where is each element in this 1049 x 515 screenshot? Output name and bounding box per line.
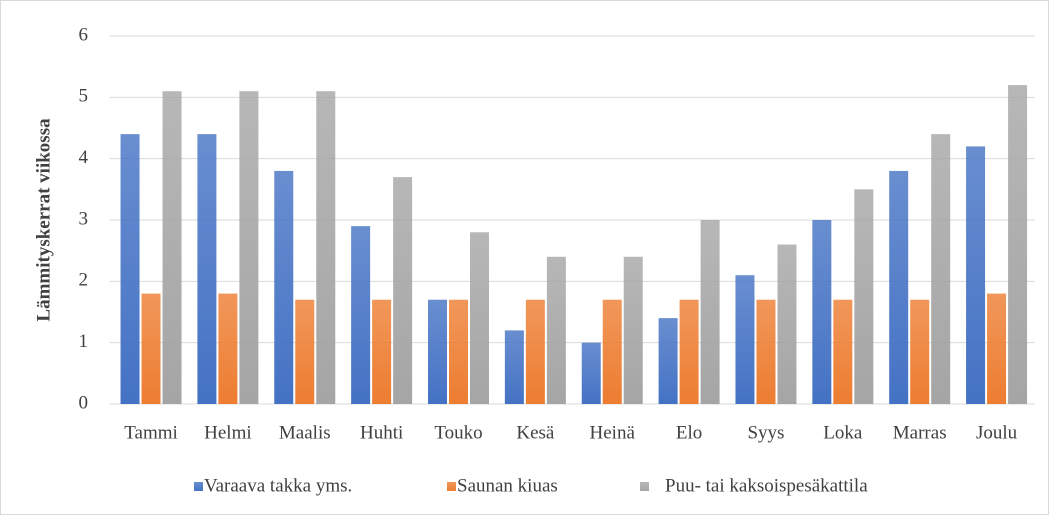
- bar: [1008, 85, 1028, 405]
- bar: [833, 299, 853, 404]
- bar: [581, 342, 601, 404]
- y-tick-label: 3: [79, 208, 89, 229]
- bar: [393, 177, 413, 404]
- bar: [546, 256, 566, 404]
- bar: [987, 293, 1007, 404]
- x-tick-label: Syys: [747, 422, 784, 443]
- bar: [812, 220, 832, 404]
- legend-label: Saunan kiuas: [457, 475, 558, 496]
- bar: [274, 170, 294, 404]
- x-tick-label: Kesä: [516, 422, 555, 443]
- bar: [735, 275, 755, 404]
- bar: [854, 189, 874, 404]
- bar: [141, 293, 161, 404]
- legend-label: Varaava takka yms.: [204, 475, 352, 496]
- bar: [428, 299, 447, 404]
- y-tick-label: 1: [79, 331, 89, 352]
- legend-marker: [640, 482, 649, 491]
- y-tick-label: 4: [79, 147, 89, 168]
- x-tick-label: Touko: [434, 422, 482, 443]
- legend-marker: [447, 482, 456, 491]
- x-tick-label: Tammi: [124, 422, 178, 443]
- x-tick-label: Helmi: [204, 422, 252, 443]
- x-tick-label: Elo: [676, 422, 702, 443]
- bar: [162, 91, 182, 404]
- bar: [525, 299, 545, 404]
- bar: [910, 299, 930, 404]
- bar: [449, 299, 468, 404]
- bar: [931, 134, 951, 404]
- bar: [504, 330, 524, 404]
- bar: [470, 232, 489, 404]
- bar: [889, 170, 909, 404]
- bar: [295, 299, 315, 404]
- bar: [966, 146, 986, 404]
- bar: [351, 226, 371, 404]
- x-tick-label: Heinä: [590, 422, 636, 443]
- bar: [372, 299, 392, 404]
- y-tick-label: 5: [79, 86, 89, 107]
- bar: [756, 299, 776, 404]
- legend-label: Puu- tai kaksoispesäkattila: [665, 475, 868, 496]
- x-tick-label: Huhti: [360, 422, 403, 443]
- bar: [658, 318, 678, 404]
- bar: [197, 134, 217, 404]
- bar: [218, 293, 238, 404]
- bar: [623, 256, 643, 404]
- bar: [777, 244, 797, 404]
- legend-marker: [194, 482, 203, 491]
- x-tick-label: Joulu: [976, 422, 1018, 443]
- bar: [679, 299, 699, 404]
- x-tick-label: Marras: [893, 422, 947, 443]
- y-tick-label: 6: [79, 24, 89, 45]
- x-tick-label: Loka: [823, 422, 863, 443]
- bar: [316, 91, 336, 404]
- bar: [602, 299, 622, 404]
- bar: [700, 220, 720, 404]
- bar: [120, 134, 140, 404]
- y-tick-label: 0: [79, 392, 89, 413]
- y-tick-label: 2: [79, 270, 89, 291]
- bar: [239, 91, 259, 404]
- x-tick-label: Maalis: [279, 422, 331, 443]
- y-axis-title: Lämmityskerrat viikossa: [33, 118, 54, 322]
